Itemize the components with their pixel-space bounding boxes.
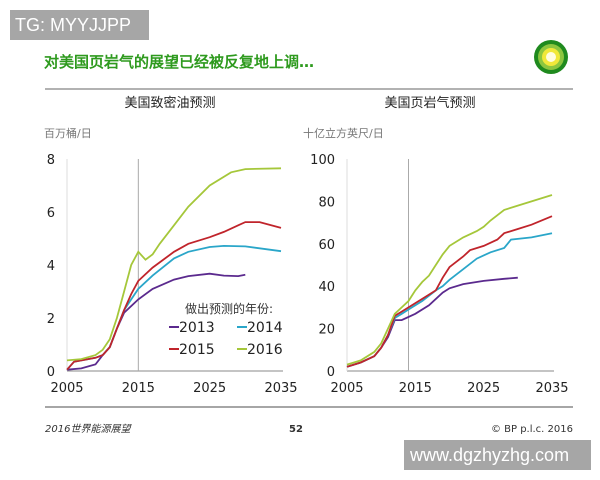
series-line-2016 bbox=[66, 167, 282, 362]
footer-page: 52 bbox=[289, 424, 303, 435]
y-tick-label: 6 bbox=[47, 206, 55, 221]
x-tick-label: 2005 bbox=[330, 381, 363, 396]
x-tick-label: 2015 bbox=[399, 381, 432, 396]
legend-label-2016: 2016 bbox=[247, 342, 283, 358]
x-tick-label: 2025 bbox=[467, 381, 500, 396]
legend-label-2015: 2015 bbox=[179, 342, 215, 358]
x-tick-label: 2005 bbox=[50, 381, 83, 396]
chart-title: 美国致密油预测 bbox=[124, 95, 215, 111]
y-tick-label: 80 bbox=[318, 195, 335, 210]
watermark-bottom: www.dgzhyzhg.com bbox=[404, 440, 591, 470]
series-line-2013 bbox=[66, 272, 246, 371]
series-line-2015 bbox=[66, 221, 282, 371]
watermark-top: TG: MYYJJPP bbox=[10, 10, 149, 40]
y-tick-label: 0 bbox=[47, 365, 55, 380]
bp-logo bbox=[534, 40, 568, 74]
chart-title: 美国页岩气预测 bbox=[384, 95, 475, 111]
footer-right: © BP p.l.c. 2016 bbox=[491, 424, 573, 435]
y-tick-label: 40 bbox=[318, 280, 335, 295]
y-tick-label: 60 bbox=[318, 238, 335, 253]
series-line-2015 bbox=[346, 215, 553, 368]
x-tick-label: 2035 bbox=[264, 381, 297, 396]
legend-title: 做出预测的年份: bbox=[185, 301, 273, 316]
x-tick-label: 2025 bbox=[193, 381, 226, 396]
x-tick-label: 2035 bbox=[535, 381, 568, 396]
y-axis-label: 十亿立方英尺/日 bbox=[303, 126, 384, 140]
page-title: 对美国页岩气的展望已经被反复地上调… bbox=[44, 53, 314, 71]
footer-left: 2016世界能源展望 bbox=[45, 423, 132, 435]
legend-label-2014: 2014 bbox=[247, 320, 283, 336]
series-line-2016 bbox=[346, 194, 553, 366]
y-tick-label: 100 bbox=[310, 153, 335, 168]
y-tick-label: 2 bbox=[47, 312, 55, 327]
y-axis-label: 百万桶/日 bbox=[44, 126, 92, 140]
y-tick-label: 20 bbox=[318, 323, 335, 338]
y-tick-label: 0 bbox=[327, 365, 335, 380]
legend-label-2013: 2013 bbox=[179, 320, 215, 336]
legend: 做出预测的年份: 2013 2014 2015 2016 bbox=[169, 301, 283, 358]
y-tick-label: 4 bbox=[47, 259, 55, 274]
y-tick-label: 8 bbox=[47, 153, 55, 168]
x-tick-label: 2015 bbox=[122, 381, 155, 396]
